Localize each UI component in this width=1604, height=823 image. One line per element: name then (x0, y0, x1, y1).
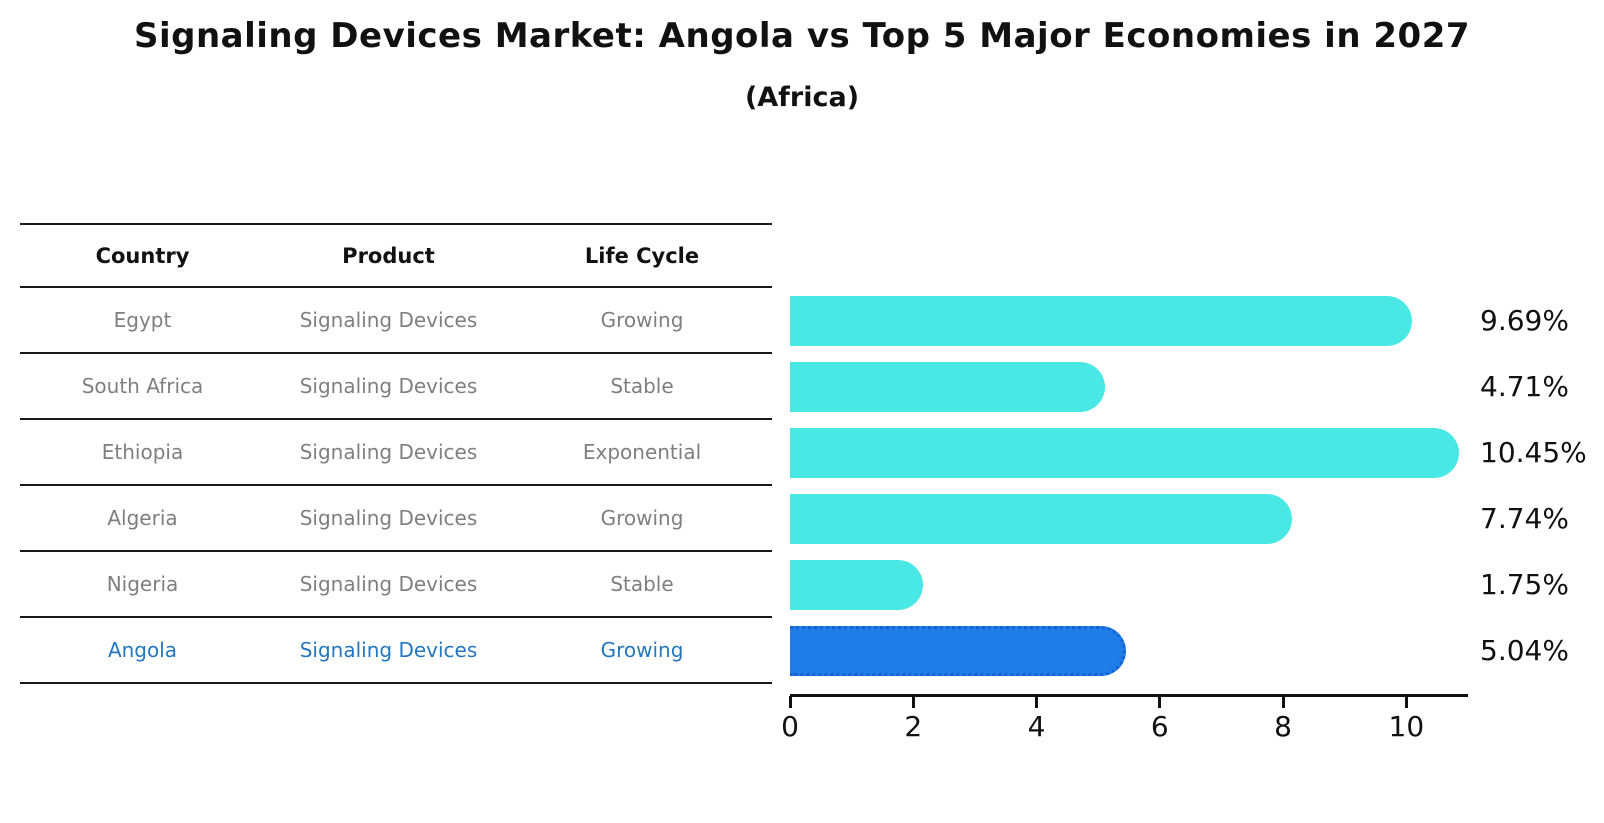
column-header-product: Product (342, 243, 435, 268)
table-row-angola-highlighted: Angola Signaling Devices Growing (20, 618, 772, 684)
country-table: Country Product Life Cycle Egypt Signali… (20, 223, 772, 684)
tick-mark (1404, 696, 1408, 708)
bar-south-africa (790, 362, 1106, 412)
life-cycle-cell: Stable (610, 374, 674, 398)
value-label-egypt: 9.69% (1480, 304, 1569, 337)
x-tick-label: 8 (1274, 710, 1292, 743)
bar-ethiopia (790, 428, 1460, 478)
country-cell: Nigeria (106, 572, 179, 596)
tick-mark (1158, 696, 1162, 708)
life-cycle-cell: Growing (600, 308, 684, 332)
table-header-row: Country Product Life Cycle (20, 225, 772, 288)
product-cell: Signaling Devices (299, 374, 478, 398)
column-header-country: Country (95, 243, 190, 268)
bar-nigeria (790, 560, 923, 610)
x-tick-label: 2 (904, 710, 923, 743)
country-cell: Ethiopia (101, 440, 184, 464)
product-cell: Signaling Devices (299, 572, 478, 596)
life-cycle-cell: Growing (600, 506, 684, 530)
column-header-life-cycle: Life Cycle (584, 243, 700, 268)
life-cycle-cell: Stable (610, 572, 674, 596)
value-label-algeria: 7.74% (1480, 502, 1569, 535)
country-cell: South Africa (81, 374, 204, 398)
country-cell: Angola (107, 638, 178, 662)
bar-plot: 0 2 4 6 8 10 (781, 0, 1468, 823)
tick-mark (911, 696, 915, 708)
value-label-nigeria: 1.75% (1480, 568, 1569, 601)
value-label-south-africa: 4.71% (1480, 370, 1569, 403)
table-row-nigeria: Nigeria Signaling Devices Stable (20, 552, 772, 618)
tick-mark (788, 696, 792, 708)
table-row-south-africa: South Africa Signaling Devices Stable (20, 354, 772, 420)
bar-algeria (790, 494, 1293, 544)
bar-angola-highlighted (790, 626, 1126, 676)
x-tick-label: 6 (1150, 710, 1169, 743)
x-tick-label: 4 (1027, 710, 1046, 743)
tick-mark (1281, 696, 1285, 708)
bar-egypt (790, 296, 1413, 346)
value-label-angola: 5.04% (1480, 634, 1569, 667)
product-cell: Signaling Devices (299, 440, 478, 464)
product-cell: Signaling Devices (299, 506, 478, 530)
country-cell: Algeria (107, 506, 178, 530)
table-row-algeria: Algeria Signaling Devices Growing (20, 486, 772, 552)
life-cycle-cell: Exponential (582, 440, 702, 464)
life-cycle-cell: Growing (600, 638, 684, 662)
table-row-egypt: Egypt Signaling Devices Growing (20, 288, 772, 354)
product-cell: Signaling Devices (299, 308, 478, 332)
chart-title: Signaling Devices Market: Angola vs Top … (133, 16, 1471, 56)
chart-subtitle: (Africa) (744, 82, 860, 113)
x-axis-line (790, 694, 1468, 697)
x-tick-label: 0 (781, 710, 799, 743)
table-row-ethiopia: Ethiopia Signaling Devices Exponential (20, 420, 772, 486)
product-cell: Signaling Devices (299, 638, 478, 662)
country-cell: Egypt (113, 308, 172, 332)
x-tick-label: 10 (1388, 710, 1425, 743)
tick-mark (1035, 696, 1039, 708)
value-label-ethiopia: 10.45% (1480, 436, 1587, 469)
